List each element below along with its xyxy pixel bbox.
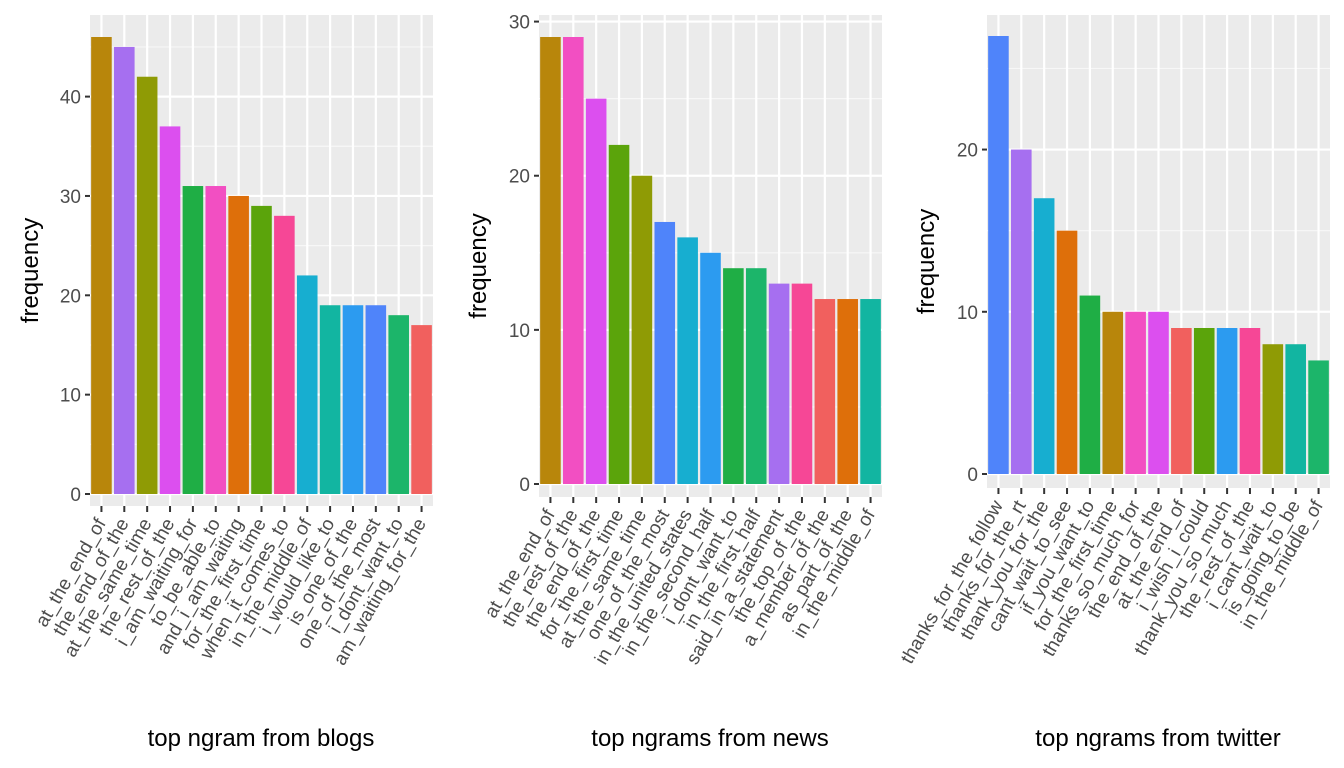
bar-for_the_first_time [1102, 311, 1124, 474]
bar-the_end_of_the [114, 46, 135, 494]
y-tick-label: 10 [60, 386, 81, 407]
bar-the_rest_of_the [563, 37, 584, 484]
y-tick-label: 0 [519, 475, 530, 496]
bar-the_top_of_the [791, 283, 813, 484]
y-tick-label: 10 [957, 303, 978, 324]
bar-i_am_waiting_for [182, 186, 204, 495]
panel-2: 0102030at_the_end_ofthe_rest_of_thethe_e… [465, 13, 882, 752]
y-tick-label: 10 [509, 321, 530, 342]
bar-is_one_of_the [342, 305, 364, 494]
panel-1: 010203040at_the_end_ofthe_end_of_theat_t… [17, 15, 433, 752]
bar-in_the_united_states [677, 237, 698, 484]
x-axis-title: top ngram from blogs [148, 725, 375, 752]
bar-thanks_so_much_for [1125, 311, 1146, 474]
bar-at_the_same_time [136, 76, 158, 494]
y-tick-label: 0 [967, 465, 978, 486]
bar-in_the_first_half [745, 268, 767, 484]
bar-the_end_of_the [1148, 311, 1169, 474]
bar-i_dont_want_to [388, 315, 409, 494]
bar-to_be_able_to [205, 186, 227, 495]
bar-thank_you_so_much [1216, 328, 1238, 474]
bar-at_the_end_of [1171, 328, 1192, 474]
bar-i_would_like_to [319, 305, 341, 494]
bar-and_i_am_waiting [228, 195, 249, 494]
bar-thanks_for_the_follow [988, 36, 1009, 474]
bar-in_the_middle_of [1308, 360, 1329, 474]
bar-a_member_of_the [814, 299, 836, 484]
bar-at_the_same_time [631, 175, 653, 485]
y-tick-label: 40 [60, 88, 81, 109]
bar-cant_wait_to_see [1056, 230, 1078, 474]
bar-one_of_the_most [365, 305, 387, 494]
bar-the_rest_of_the [159, 126, 181, 495]
bar-said_in_a_statement [768, 283, 790, 484]
bar-is_going_to_be [1285, 344, 1306, 474]
bar-i_wish_i_could [1193, 328, 1215, 474]
bar-the_end_of_the [585, 98, 607, 484]
bar-i_dont_want_to [723, 268, 744, 484]
y-tick-label: 20 [509, 167, 530, 188]
y-tick-label: 20 [957, 141, 978, 162]
bar-i_cant_wait_to [1262, 344, 1284, 474]
x-axis-title: top ngrams from twitter [1035, 725, 1280, 752]
bar-when_it_comes_to [274, 215, 295, 494]
y-tick-label: 30 [60, 187, 81, 208]
y-axis-title: frequency [17, 218, 44, 323]
y-tick-label: 30 [509, 13, 530, 34]
bar-for_the_first_time [251, 205, 272, 495]
y-tick-label: 20 [60, 286, 81, 307]
bar-at_the_end_of [540, 37, 561, 484]
bar-for_the_first_time [608, 144, 630, 484]
bar-thanks_for_the_rt [1011, 149, 1032, 475]
bar-one_of_the_most [654, 221, 676, 484]
panel-3: 01020thanks_for_the_followthanks_for_the… [897, 15, 1330, 752]
bar-am_waiting_for_the [411, 325, 432, 494]
bar-in_the_middle_of [296, 275, 318, 494]
bar-at_the_end_of [91, 37, 112, 494]
bar-if_you_want_to [1079, 295, 1101, 474]
bar-in_the_middle_of [860, 299, 881, 484]
bar-as_part_of_the [837, 299, 858, 484]
y-tick-label: 0 [70, 485, 81, 506]
y-axis-title: frequency [465, 213, 492, 318]
y-axis-title: frequency [913, 209, 940, 314]
bar-the_rest_of_the [1239, 328, 1261, 474]
bar-thank_you_for_the [1033, 198, 1055, 474]
x-axis-title: top ngrams from news [591, 725, 828, 752]
bar-in_the_second_half [700, 252, 721, 484]
